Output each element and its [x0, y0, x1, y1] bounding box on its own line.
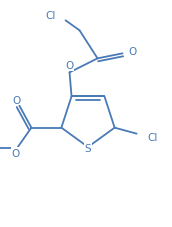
Text: O: O — [65, 61, 74, 71]
Text: S: S — [85, 143, 91, 153]
Text: O: O — [128, 47, 137, 57]
Text: O: O — [11, 148, 19, 158]
Text: O: O — [12, 95, 20, 105]
Text: Cl: Cl — [148, 132, 158, 142]
Text: Cl: Cl — [45, 11, 56, 21]
